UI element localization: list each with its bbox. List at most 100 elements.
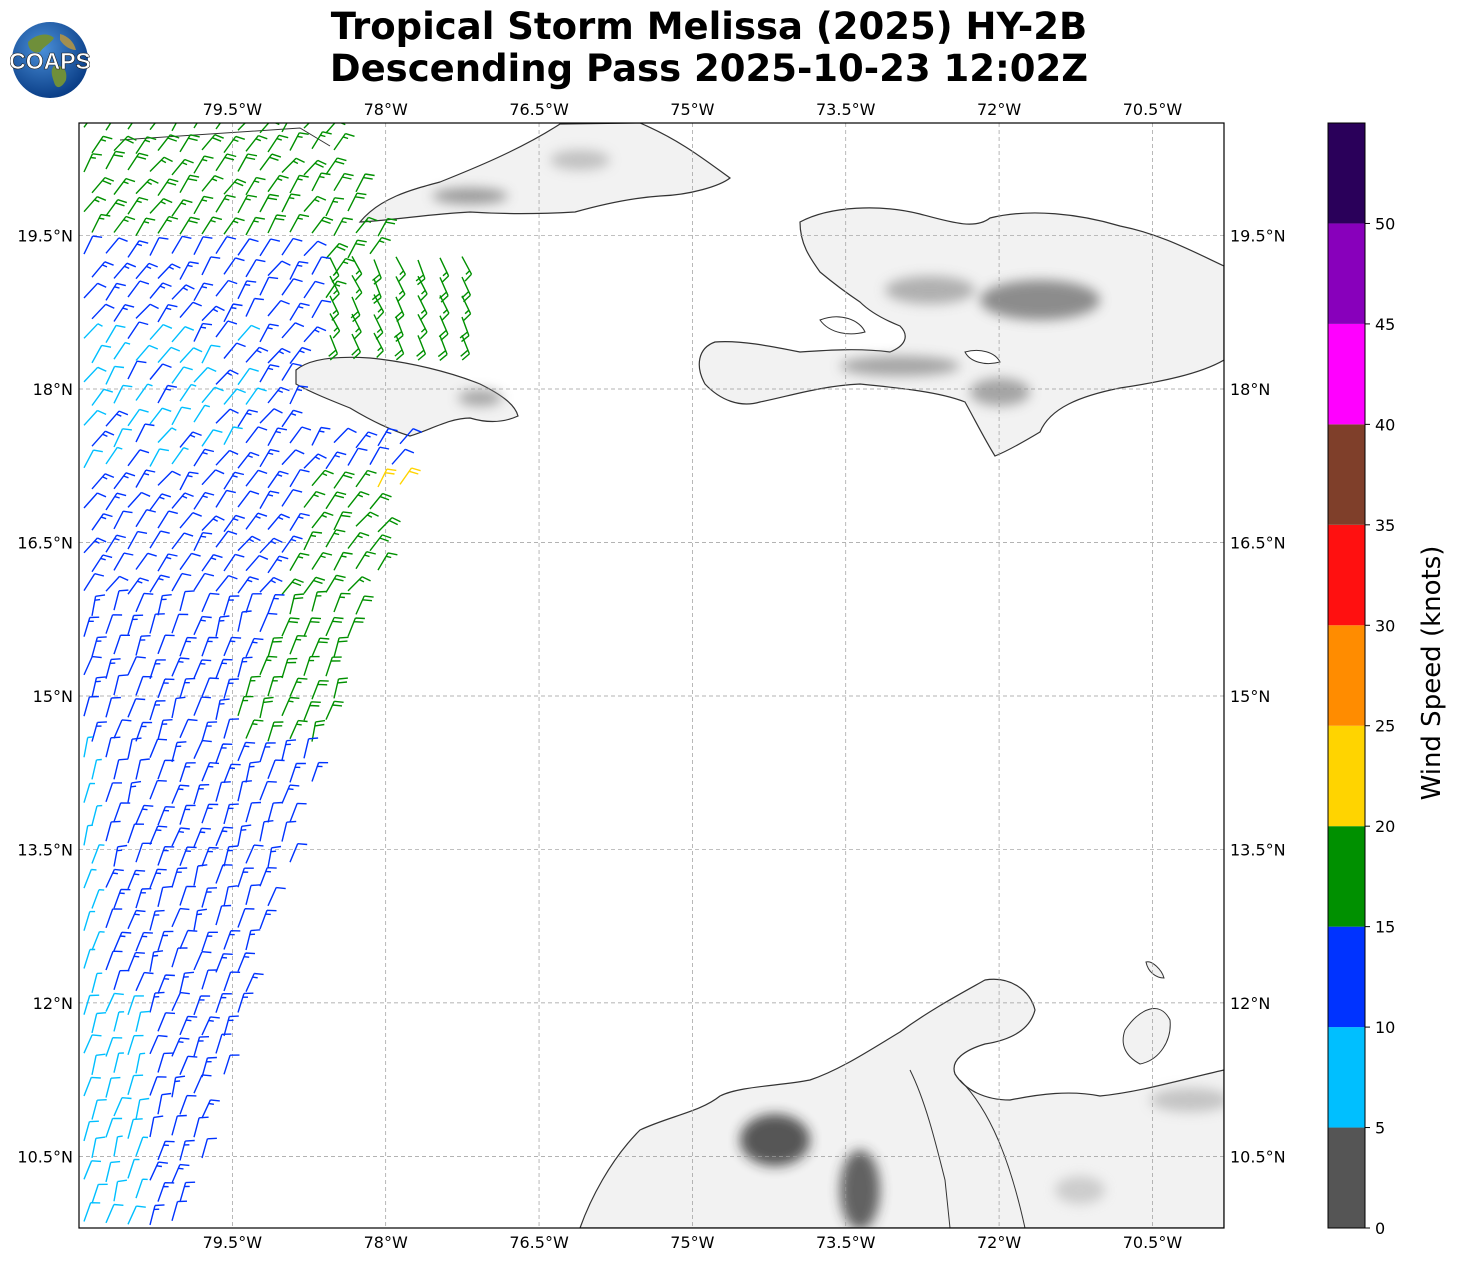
wind-barb [223, 678, 239, 699]
wind-barb [105, 575, 129, 592]
wind-barb [91, 430, 115, 447]
colorbar-bin [1328, 123, 1365, 224]
wind-barb [105, 237, 128, 254]
wind-barb [157, 634, 175, 655]
wind-barb [281, 784, 300, 804]
wind-barb [105, 446, 123, 465]
wind-barb [372, 259, 382, 285]
wind-barb [113, 384, 133, 404]
wind-barb [245, 593, 262, 613]
wind-barb [171, 1114, 187, 1136]
wind-barb [149, 530, 170, 549]
wind-barb [179, 885, 196, 906]
wind-barb [439, 257, 450, 284]
lat-tick-label-right: 13.5°N [1230, 840, 1286, 859]
wind-barb [237, 367, 259, 386]
wind-barb [149, 574, 170, 593]
land-masses [119, 123, 1224, 1228]
wind-barb [105, 614, 123, 634]
wind-barb [201, 721, 218, 742]
wind-barb [83, 994, 100, 1015]
wind-barb [259, 655, 278, 676]
wind-barb [127, 196, 149, 215]
wind-barb [223, 342, 246, 359]
wind-barb [193, 1074, 212, 1094]
wind-barb [201, 677, 219, 697]
wind-barb [223, 885, 238, 907]
wind-barb [157, 263, 181, 279]
wind-barb [91, 972, 103, 993]
lon-tick-label-bottom: 79.5°W [203, 1233, 263, 1252]
wind-barb [91, 1136, 106, 1159]
wind-barb [157, 930, 174, 951]
wind-barb [377, 516, 401, 533]
colorbar-tick-label: 5 [1375, 1119, 1385, 1138]
wind-barb [171, 741, 187, 763]
wind-barb [91, 931, 105, 951]
wind-barb [83, 655, 102, 676]
colorbar-tick-label: 20 [1375, 817, 1395, 836]
wind-barb [201, 803, 219, 824]
wind-barb [135, 423, 155, 443]
colorbar-bin [1328, 424, 1365, 525]
wind-barb [149, 237, 169, 256]
wind-barb [157, 384, 178, 404]
chart-title: Tropical Storm Melissa (2025) HY-2B Desc… [0, 6, 1418, 90]
wind-barb [149, 407, 172, 425]
wind-barb [333, 471, 355, 489]
wind-barb [171, 123, 177, 132]
wind-barb [91, 1183, 108, 1204]
wind-barb [377, 217, 398, 237]
wind-barb [127, 909, 146, 930]
wind-barb [105, 1203, 124, 1224]
wind-barb [91, 473, 115, 490]
wind-barb [179, 347, 203, 364]
wind-barb [149, 363, 172, 380]
wind-barb [267, 260, 291, 277]
wind-barb [179, 718, 198, 739]
wind-barb [149, 1204, 165, 1226]
wind-barb [193, 1116, 209, 1138]
wind-barb [105, 492, 127, 511]
wind-barb [303, 490, 326, 508]
wind-barb [171, 158, 194, 176]
lon-tick-label-bottom: 76.5°W [509, 1233, 569, 1252]
wind-barb [259, 612, 278, 633]
colorbar-frame [1327, 122, 1366, 1229]
wind-barb [303, 531, 323, 551]
wind-barb [289, 132, 309, 151]
wind-barb [460, 335, 471, 361]
wind-barb [333, 677, 348, 699]
wind-barb [303, 195, 327, 212]
wind-barb [201, 762, 220, 782]
wind-barb [171, 235, 192, 254]
wind-barb [347, 617, 365, 637]
wind-barb [394, 334, 405, 361]
wind-barb [369, 446, 390, 465]
wind-barb [201, 636, 219, 657]
wind-barb [113, 634, 131, 655]
wind-barb [135, 262, 158, 280]
wind-barb [171, 991, 190, 1012]
wind-barb [127, 530, 148, 550]
wind-barb [311, 426, 331, 446]
wind-barb [83, 1034, 102, 1054]
wind-barb [289, 843, 308, 863]
wind-barb [311, 590, 327, 612]
wind-barb [259, 576, 283, 593]
wind-barb [215, 864, 233, 884]
colorbar-bin [1328, 323, 1365, 425]
wind-barb [179, 590, 195, 612]
wind-barb [347, 491, 370, 508]
wind-barb [83, 1202, 101, 1222]
wind-barb [223, 1054, 240, 1075]
wind-barb [237, 324, 261, 341]
wind-barb [259, 123, 280, 134]
wind-barb [311, 761, 329, 782]
wind-barb [157, 806, 175, 826]
wind-barb [215, 574, 238, 592]
wind-barb [201, 344, 221, 364]
wind-barb [215, 279, 238, 297]
wind-barb [259, 276, 279, 296]
